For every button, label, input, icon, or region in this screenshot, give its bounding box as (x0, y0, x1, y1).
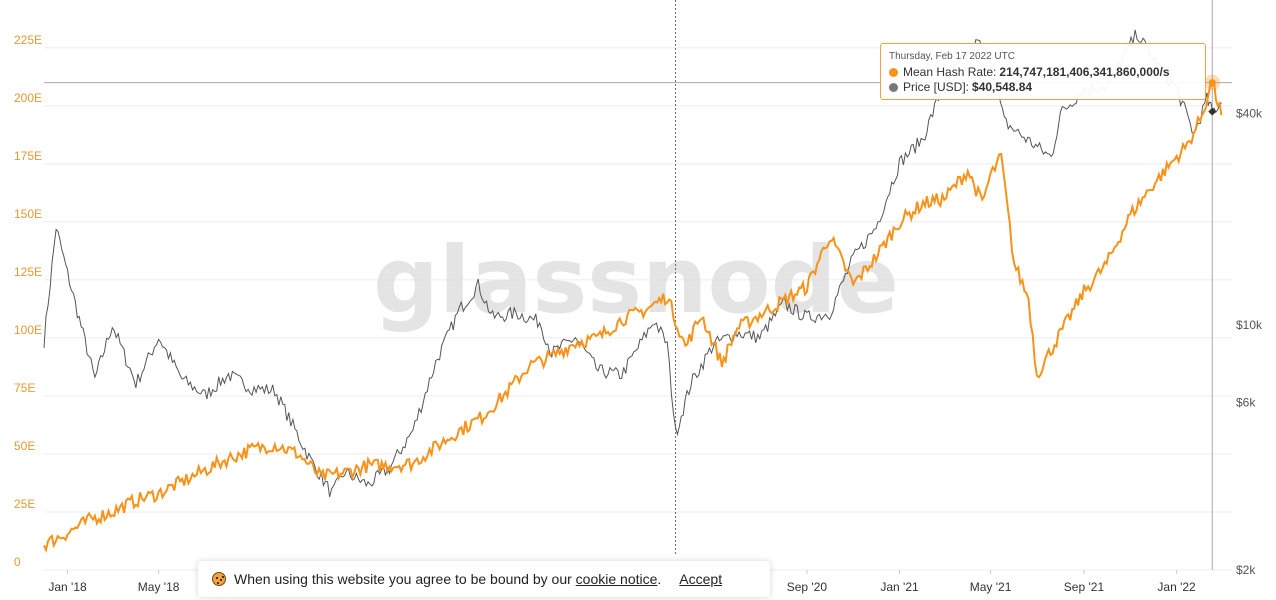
right-tick-label: $40k (1236, 107, 1263, 121)
left-tick-label: 225E (14, 33, 42, 47)
hash-rate-series-line (43, 79, 1223, 553)
price-dot-icon (889, 83, 898, 92)
right-axis: $2k $6k $10k $40k (1236, 107, 1263, 577)
left-tick-label: 175E (14, 149, 42, 163)
tooltip-hash-label: Mean Hash Rate: (903, 65, 997, 79)
left-tick-label: 125E (14, 265, 42, 279)
cookie-icon (212, 572, 226, 586)
tooltip-hash-value: 214,747,181,406,341,860,000/s (999, 65, 1170, 79)
hash-rate-dot-icon (889, 68, 898, 77)
tooltip-date: Thursday, Feb 17 2022 UTC (889, 51, 1015, 62)
left-tick-label: 150E (14, 207, 42, 221)
x-tick-label: May '21 (970, 580, 1012, 594)
series-group (43, 29, 1223, 553)
hash-marker (1208, 79, 1216, 87)
x-tick-label: Sep '20 (787, 580, 828, 594)
x-tick-label: Jan '18 (48, 580, 87, 594)
accept-button[interactable]: Accept (679, 571, 723, 587)
left-tick-label: 50E (14, 439, 35, 453)
left-tick-label: 0 (14, 555, 21, 569)
x-axis: Jan '18 May '18 Sep '20 Jan '21 May '21 Sep '… (48, 570, 1196, 594)
tooltip-price-row: Price [USD]: $40,548.84 (889, 80, 1197, 95)
right-tick-label: $2k (1236, 563, 1256, 577)
tooltip-price-label: Price [USD]: (903, 80, 970, 94)
tooltip-hash-row: Mean Hash Rate: 214,747,181,406,341,860,… (889, 65, 1197, 80)
hover-tooltip: Thursday, Feb 17 2022 UTC Mean Hash Rate… (880, 43, 1206, 100)
x-tick-label: Sep '21 (1064, 580, 1105, 594)
cookie-text: When using this website you agree to be … (234, 571, 572, 587)
tooltip-price-value: $40,548.84 (972, 80, 1033, 94)
cookie-notice-link[interactable]: cookie notice (575, 571, 658, 587)
glassnode-watermark: glassnode (373, 227, 899, 334)
x-tick-label: May '18 (138, 580, 180, 594)
right-tick-label: $6k (1236, 396, 1256, 410)
price-marker (1208, 107, 1217, 116)
left-tick-label: 25E (14, 497, 35, 511)
x-tick-label: Jan '22 (1157, 580, 1196, 594)
right-tick-label: $10k (1236, 318, 1263, 332)
hover-markers (1204, 74, 1221, 116)
left-tick-label: 200E (14, 91, 42, 105)
cookie-banner: When using this website you agree to be … (198, 561, 770, 597)
left-tick-label: 100E (14, 323, 42, 337)
left-axis: 0 25E 50E 75E 100E 125E 150E 175E 200E 225E (14, 33, 42, 569)
cookie-period: . (657, 571, 662, 587)
left-tick-label: 75E (14, 381, 35, 395)
price-series-line (43, 29, 1222, 498)
x-tick-label: Jan '21 (880, 580, 919, 594)
